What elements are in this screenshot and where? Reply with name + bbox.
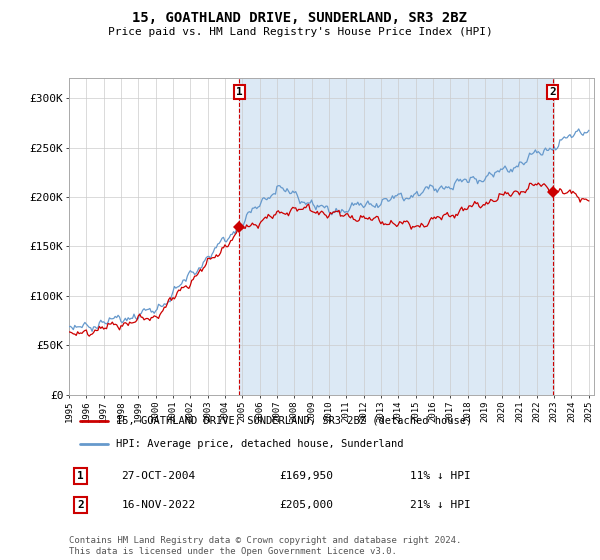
Text: £205,000: £205,000 (279, 500, 333, 510)
Text: 2: 2 (77, 500, 84, 510)
Text: 15, GOATHLAND DRIVE, SUNDERLAND, SR3 2BZ (detached house): 15, GOATHLAND DRIVE, SUNDERLAND, SR3 2BZ… (116, 416, 473, 426)
Text: Price paid vs. HM Land Registry's House Price Index (HPI): Price paid vs. HM Land Registry's House … (107, 27, 493, 37)
Text: HPI: Average price, detached house, Sunderland: HPI: Average price, detached house, Sund… (116, 439, 404, 449)
Text: 2: 2 (550, 87, 556, 97)
Text: 15, GOATHLAND DRIVE, SUNDERLAND, SR3 2BZ: 15, GOATHLAND DRIVE, SUNDERLAND, SR3 2BZ (133, 11, 467, 25)
Text: 27-OCT-2004: 27-OCT-2004 (121, 471, 196, 481)
Bar (239, 78, 553, 395)
Text: 1: 1 (236, 87, 243, 97)
Text: 16-NOV-2022: 16-NOV-2022 (121, 500, 196, 510)
Text: 1: 1 (77, 471, 84, 481)
Text: 21% ↓ HPI: 21% ↓ HPI (410, 500, 471, 510)
Text: £169,950: £169,950 (279, 471, 333, 481)
Text: Contains HM Land Registry data © Crown copyright and database right 2024.
This d: Contains HM Land Registry data © Crown c… (69, 536, 461, 556)
Text: 11% ↓ HPI: 11% ↓ HPI (410, 471, 471, 481)
